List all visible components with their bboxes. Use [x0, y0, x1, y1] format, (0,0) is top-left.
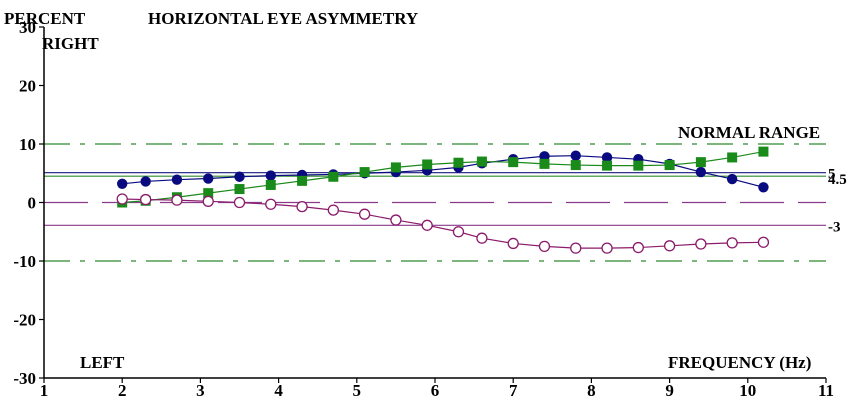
data-point [327, 204, 339, 216]
data-point [296, 200, 308, 213]
data-point [265, 179, 276, 190]
data-point [359, 167, 370, 178]
data-point [203, 173, 214, 184]
data-point [452, 226, 465, 238]
data-point [476, 156, 487, 167]
reference-line-label: 5 [828, 167, 836, 183]
data-point [602, 160, 613, 171]
data-point [695, 157, 706, 168]
series-line [122, 155, 764, 188]
data-point [727, 152, 738, 163]
data-point [476, 232, 488, 244]
data-point [538, 240, 551, 253]
data-point [570, 242, 582, 254]
x-tick-label: 10 [739, 381, 756, 399]
chart-title: HORIZONTAL EYE ASYMMETRY [148, 9, 418, 28]
data-point [633, 160, 644, 171]
data-point [453, 157, 464, 168]
y-tick-label: 0 [28, 194, 37, 213]
y-tick-label: -20 [13, 311, 36, 330]
data-point [234, 184, 245, 195]
x-tick-label: 7 [509, 381, 518, 399]
y-axis-label: PERCENT [4, 9, 86, 28]
data-point [171, 194, 183, 206]
data-point [539, 151, 550, 162]
data-point [758, 146, 769, 157]
right-label: RIGHT [42, 34, 99, 53]
x-tick-label: 4 [274, 381, 283, 399]
data-point [422, 159, 433, 170]
data-point [234, 171, 245, 182]
data-point [390, 162, 401, 173]
x-tick-label: 8 [587, 381, 596, 399]
x-tick-label: 5 [353, 381, 362, 399]
data-point [632, 241, 644, 254]
x-tick-label: 1 [40, 381, 49, 399]
data-point [140, 176, 151, 187]
y-tick-label: 20 [19, 77, 36, 96]
x-tick-label: 6 [431, 381, 440, 399]
data-point [265, 198, 277, 210]
y-tick-label: -30 [13, 369, 36, 388]
data-point [601, 242, 613, 254]
normal-range-label: NORMAL RANGE [678, 123, 820, 142]
data-point [233, 196, 246, 209]
data-point [203, 188, 214, 199]
series-line [122, 198, 764, 249]
data-point [726, 237, 738, 249]
data-point [507, 237, 519, 250]
reference-line-label: -3 [828, 219, 841, 235]
data-point [601, 152, 613, 163]
data-point [116, 193, 128, 205]
y-tick-label: 30 [19, 18, 36, 37]
data-point [570, 150, 581, 161]
data-point [328, 171, 339, 182]
x-axis-label: FREQUENCY (Hz) [668, 353, 811, 372]
x-tick-label: 2 [118, 381, 127, 399]
series-line [122, 151, 764, 204]
data-point [539, 158, 550, 169]
data-point [117, 178, 128, 189]
data-point [508, 157, 519, 168]
x-tick-label: 11 [818, 381, 834, 399]
data-point [758, 182, 769, 193]
data-point [663, 240, 676, 252]
data-point [358, 208, 371, 220]
data-point [421, 219, 433, 231]
x-tick-label: 9 [665, 381, 674, 399]
data-point [265, 170, 276, 181]
x-tick-label: 3 [196, 381, 205, 399]
data-point [695, 238, 707, 250]
data-point [664, 160, 675, 171]
data-point [726, 173, 738, 185]
data-point [140, 193, 152, 206]
data-point [297, 175, 308, 186]
data-point [757, 236, 770, 248]
data-point [695, 166, 707, 178]
reference-line-label: 4.5 [828, 172, 847, 188]
data-point [570, 160, 581, 171]
left-label: LEFT [80, 353, 125, 372]
y-tick-label: -10 [13, 252, 36, 271]
data-point [390, 214, 402, 226]
y-tick-label: 10 [19, 135, 36, 154]
data-point [202, 195, 214, 207]
data-point [171, 174, 183, 185]
